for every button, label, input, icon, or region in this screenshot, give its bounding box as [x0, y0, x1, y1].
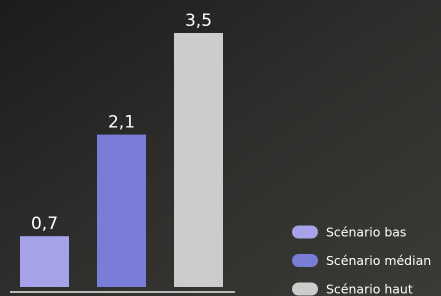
chart: 0,7 2,1 3,5 Scénario bas Scénario médian Scén…: [0, 0, 441, 296]
bar: [20, 236, 69, 287]
bar: [97, 135, 146, 287]
legend-label: Scénario haut: [326, 282, 413, 296]
legend-swatch: [292, 283, 318, 296]
value-label: 3,5: [185, 11, 212, 31]
legend-label: Scénario médian: [326, 253, 431, 268]
value-label: 2,1: [108, 113, 135, 133]
legend-label: Scénario bas: [326, 225, 406, 240]
legend-swatch: [292, 254, 318, 267]
value-label: 0,7: [31, 214, 58, 234]
bar: [174, 33, 223, 287]
legend-swatch: [292, 226, 318, 239]
